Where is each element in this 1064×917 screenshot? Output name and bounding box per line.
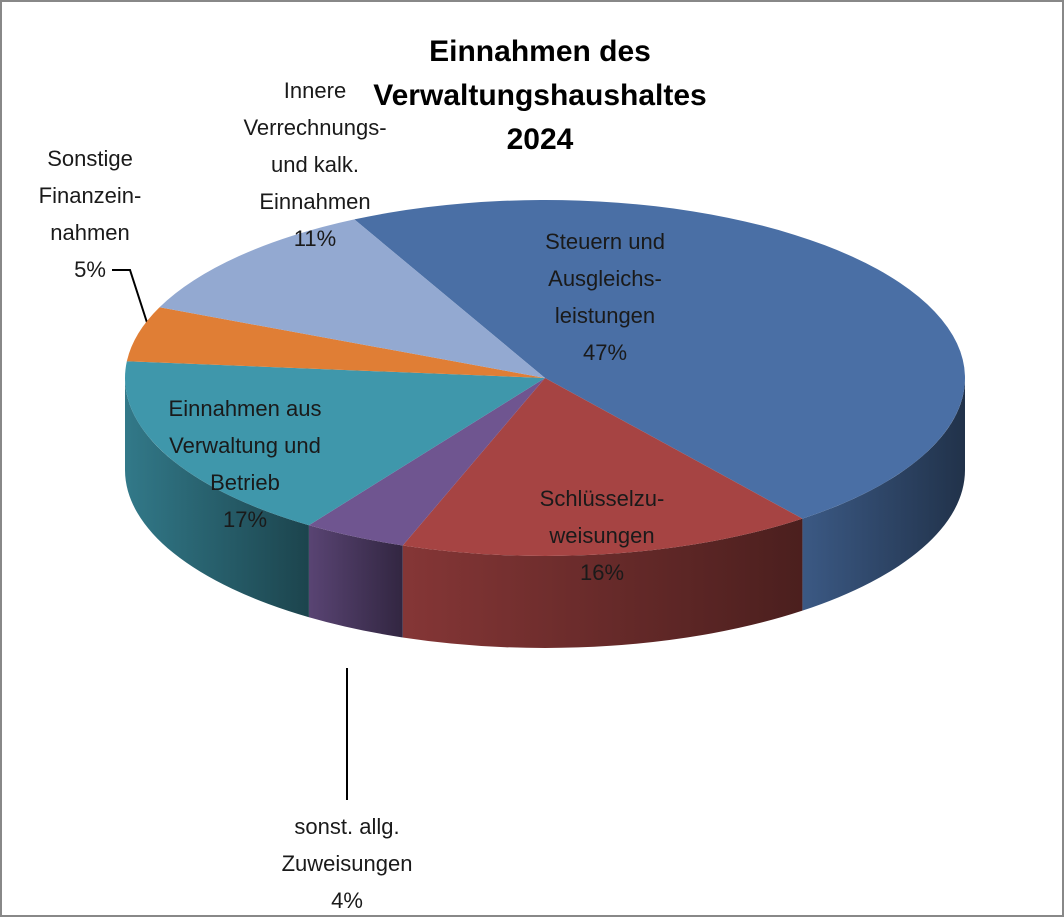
data-label: Innere Verrechnungs- und kalk. Einnahmen…	[243, 72, 386, 257]
category-label: sonst. allg. Zuweisungen	[281, 814, 413, 876]
chart-title: Einnahmen des Verwaltungshaushaltes 2024	[373, 35, 707, 156]
slice	[125, 361, 545, 526]
value-label: 5%	[74, 257, 106, 282]
category-label: Sonstige Finanzein- nahmen	[38, 146, 142, 245]
value-label: 17%	[222, 507, 268, 532]
data-label: Steuern und Ausgleichs- leistungen 47%	[545, 223, 665, 371]
category-label: Steuern und Ausgleichs- leistungen	[545, 229, 665, 328]
slice-side	[802, 378, 965, 611]
category-label: Einnahmen aus Verwaltung und Betrieb	[168, 396, 322, 495]
data-label: sonst. allg. Zuweisungen 4%	[282, 808, 413, 917]
category-label: Innere Verrechnungs- und kalk. Einnahmen	[243, 78, 387, 214]
data-label: Einnahmen aus Verwaltung und Betrieb 17%	[169, 390, 322, 538]
value-label: 11%	[293, 226, 337, 251]
value-label: 4%	[331, 888, 363, 913]
value-label: 47%	[582, 340, 628, 365]
data-label: Sonstige Finanzein- nahmen 5%	[39, 140, 142, 288]
slice-side	[402, 518, 803, 648]
value-label: 16%	[579, 560, 625, 585]
category-label: Schlüsselzu- weisungen	[539, 486, 665, 548]
slice	[402, 378, 803, 556]
slice	[126, 307, 545, 378]
data-label: Schlüsselzu- weisungen 16%	[540, 480, 665, 591]
slice	[308, 378, 545, 546]
slice-side	[125, 378, 309, 618]
slice-side	[308, 525, 403, 638]
slice	[159, 219, 545, 378]
leader-line	[112, 269, 153, 339]
slice	[354, 200, 965, 519]
